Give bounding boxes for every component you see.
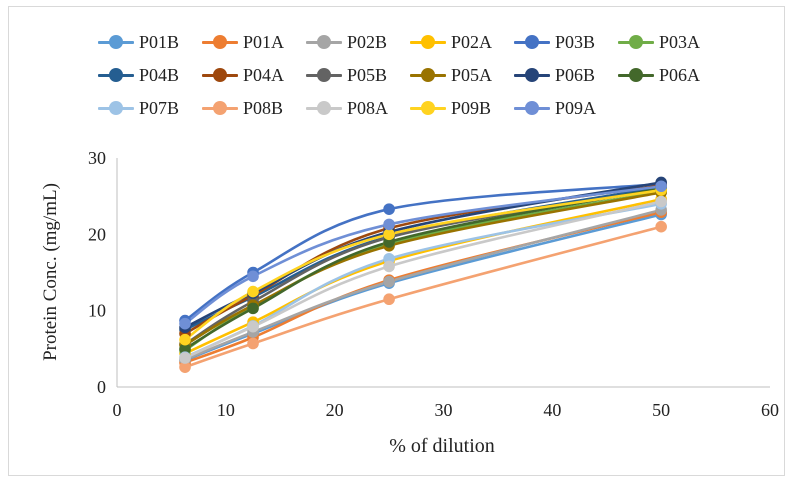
series-line-p09a — [184, 184, 662, 325]
legend-label: P09A — [555, 97, 597, 118]
legend-item-p08b: P08B — [201, 97, 305, 119]
x-axis-label: % of dilution — [389, 435, 495, 457]
data-point-p08a — [179, 352, 191, 364]
x-tick-label: 60 — [761, 400, 779, 420]
legend-item-p06b: P06B — [513, 64, 617, 86]
legend-item-p01a: P01A — [201, 31, 305, 53]
legend-item-p06a: P06A — [617, 64, 721, 86]
legend-label: P06B — [555, 64, 596, 85]
legend-item-p05a: P05A — [409, 64, 513, 86]
legend-item-p03b: P03B — [513, 31, 617, 53]
legend-swatch-p01a — [201, 31, 239, 53]
legend-item-p02a: P02A — [409, 31, 513, 53]
series-line-p09b — [184, 188, 662, 341]
legend-label: P03A — [659, 31, 701, 52]
x-tick-label: 30 — [435, 400, 453, 420]
data-point-p03b — [383, 203, 395, 215]
legend-item-p04b: P04B — [97, 64, 201, 86]
data-point-p09b — [179, 333, 191, 346]
legend-label: P09B — [451, 97, 492, 118]
legend-label: P05A — [451, 64, 493, 85]
series-line-p02b — [184, 208, 662, 361]
y-tick-label: 30 — [88, 148, 106, 168]
series-line-p02a — [184, 197, 662, 355]
series-line-p03b — [184, 182, 662, 322]
series-line-p08a — [184, 200, 662, 360]
legend-label: P02B — [347, 31, 388, 52]
chart-legend: P01B P01A P02B P02A P03B P03A P04B P04A P05B P05A… — [97, 31, 777, 119]
y-tick-label: 10 — [88, 301, 106, 321]
legend-swatch-p03b — [513, 31, 551, 53]
legend-label: P04B — [139, 64, 180, 85]
legend-item-p02b: P02B — [305, 31, 409, 53]
data-point-p08a — [383, 260, 395, 273]
data-point-p08b — [179, 361, 191, 373]
legend-label: P01B — [139, 31, 180, 52]
legend-item-p07b: P07B — [97, 97, 201, 119]
legend-item-p08a: P08A — [305, 97, 409, 119]
data-point-p08a — [247, 320, 259, 333]
x-tick-label: 0 — [113, 400, 122, 420]
legend-item-p03a: P03A — [617, 31, 721, 53]
legend-label: P06A — [659, 64, 701, 85]
legend-label: P04A — [243, 64, 285, 85]
data-point-p08b — [383, 293, 395, 306]
data-point-p09a — [247, 270, 259, 283]
legend-item-p09a: P09A — [513, 97, 617, 119]
legend-swatch-p08b — [201, 97, 239, 119]
legend-label: P08B — [243, 97, 284, 118]
data-point-p09a — [655, 180, 667, 193]
data-point-p08a — [655, 195, 667, 208]
series-line-p05a — [184, 191, 662, 347]
y-axis-label: Protein Conc. (mg/mL) — [40, 183, 61, 361]
legend-item-p05b: P05B — [305, 64, 409, 86]
legend-swatch-p05a — [409, 64, 447, 86]
data-point-p06a — [247, 302, 259, 315]
y-tick-label: 0 — [97, 377, 106, 397]
legend-label: P03B — [555, 31, 596, 52]
legend-swatch-p04b — [97, 64, 135, 86]
legend-swatch-p07b — [97, 97, 135, 119]
legend-swatch-p09a — [513, 97, 551, 119]
y-tick-label: 20 — [88, 224, 106, 244]
data-point-p08b — [247, 337, 259, 350]
data-point-p09b — [247, 285, 259, 298]
legend-swatch-p05b — [305, 64, 343, 86]
legend-swatch-p04a — [201, 64, 239, 86]
legend-swatch-p09b — [409, 97, 447, 119]
legend-swatch-p02b — [305, 31, 343, 53]
x-tick-label: 20 — [326, 400, 344, 420]
legend-item-p04a: P04A — [201, 64, 305, 86]
legend-swatch-p06b — [513, 64, 551, 86]
legend-label: P05B — [347, 64, 388, 85]
legend-label: P07B — [139, 97, 180, 118]
legend-swatch-p02a — [409, 31, 447, 53]
data-point-p09b — [383, 228, 395, 241]
legend-swatch-p03a — [617, 31, 655, 53]
data-point-p09a — [179, 317, 191, 330]
x-tick-label: 10 — [217, 400, 235, 420]
x-tick-label: 40 — [543, 400, 561, 420]
legend-item-p09b: P09B — [409, 97, 513, 119]
data-point-p06a — [179, 343, 191, 355]
legend-swatch-p01b — [97, 31, 135, 53]
legend-swatch-p08a — [305, 97, 343, 119]
legend-label: P02A — [451, 31, 493, 52]
legend-label: P08A — [347, 97, 389, 118]
legend-swatch-p06a — [617, 64, 655, 86]
data-point-p02b — [383, 275, 395, 288]
x-tick-label: 50 — [652, 400, 670, 420]
legend-label: P01A — [243, 31, 285, 52]
series-line-p08b — [184, 225, 662, 369]
data-point-p08b — [655, 220, 667, 233]
legend-item-p01b: P01B — [97, 31, 201, 53]
data-point-p09a — [383, 218, 395, 231]
